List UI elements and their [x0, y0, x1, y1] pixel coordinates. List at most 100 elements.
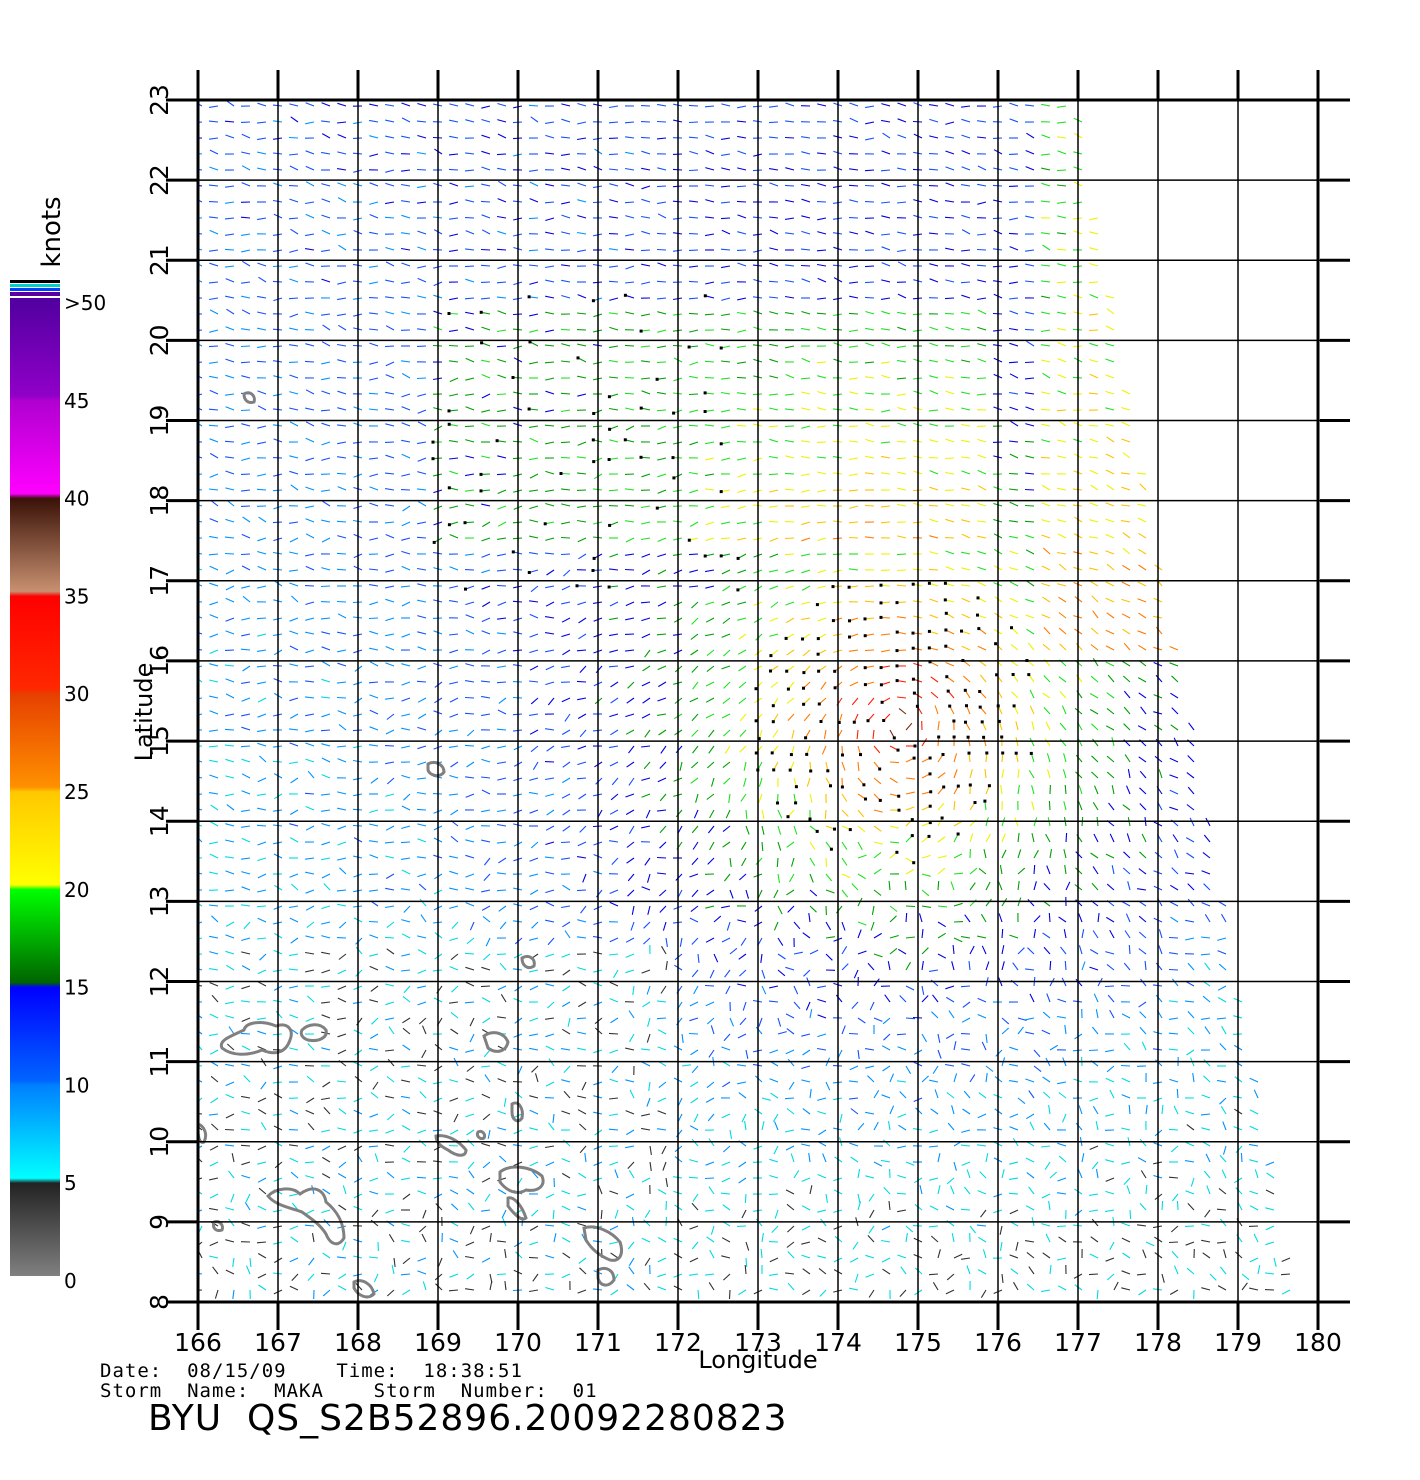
wind-vector: [417, 441, 427, 445]
wind-vector: [889, 934, 899, 939]
rain-flag: [863, 683, 867, 687]
wind-vector: [1171, 1193, 1179, 1202]
rain-flag: [776, 801, 779, 805]
wind-vector: [464, 425, 475, 428]
wind-vector: [1145, 1241, 1155, 1247]
wind-vector: [496, 153, 507, 156]
wind-vector: [289, 809, 299, 815]
wind-vector: [962, 1001, 971, 1008]
wind-vector: [386, 921, 395, 929]
wind-vector: [937, 1049, 942, 1059]
wind-vector: [257, 121, 267, 124]
wind-vector: [896, 185, 907, 188]
wind-vector: [337, 1017, 347, 1021]
wind-vector: [705, 343, 715, 347]
wind-vector: [1041, 1193, 1051, 1199]
wind-vector: [931, 1011, 939, 1019]
wind-vector: [777, 1017, 782, 1027]
rain-flag: [968, 783, 972, 787]
wind-vector: [225, 1207, 235, 1211]
wind-vector: [737, 167, 747, 171]
wind-vector: [465, 377, 475, 381]
wind-vector: [985, 1153, 989, 1163]
wind-vector: [709, 841, 715, 851]
wind-vector: [402, 1257, 411, 1265]
wind-vector: [530, 585, 539, 593]
wind-vector: [1185, 1241, 1195, 1246]
wind-vector: [1122, 547, 1131, 555]
wind-vector: [545, 777, 555, 781]
wind-vector: [497, 167, 507, 171]
wind-vector: [402, 1193, 411, 1200]
wind-vector: [1025, 1205, 1035, 1211]
rain-flag: [703, 391, 707, 395]
wind-vector: [722, 761, 731, 769]
rain-flag: [703, 410, 707, 413]
wind-vector: [945, 518, 955, 523]
wind-vector: [801, 455, 811, 459]
wind-vector: [1042, 1076, 1051, 1083]
rain-flag: [897, 794, 901, 798]
wind-vector: [1025, 215, 1035, 219]
wind-vector: [945, 1033, 955, 1039]
wind-vector: [369, 1129, 379, 1132]
wind-vector: [849, 231, 859, 235]
wind-vector: [529, 198, 539, 203]
wind-vector: [659, 793, 667, 802]
wind-vector: [841, 761, 846, 771]
wind-vector: [705, 488, 715, 491]
wind-vector: [977, 309, 987, 315]
wind-vector: [225, 406, 235, 411]
wind-vector: [660, 985, 667, 994]
wind-vector: [1026, 1283, 1035, 1291]
wind-vector: [657, 489, 667, 494]
wind-vector: [969, 833, 974, 843]
wind-vector: [338, 244, 347, 251]
wind-vector: [770, 601, 779, 608]
wind-vector: [729, 889, 734, 899]
wind-vector: [688, 1176, 699, 1179]
wind-vector: [817, 263, 827, 267]
wind-vector: [881, 150, 891, 155]
rain-flag: [831, 619, 835, 623]
wind-vector: [323, 883, 331, 891]
rain-flag: [655, 506, 659, 510]
wind-vector: [741, 1113, 747, 1123]
wind-vector: [337, 281, 347, 285]
wind-vector: [529, 665, 539, 671]
wind-vector: [610, 1289, 619, 1296]
wind-vector: [770, 1092, 779, 1099]
wind-vector: [499, 962, 507, 971]
lon-tick-label: 171: [574, 1328, 622, 1357]
wind-vector: [342, 1185, 347, 1195]
wind-vector: [321, 951, 331, 955]
wind-vector: [1009, 297, 1019, 300]
rain-flag: [687, 538, 691, 542]
wind-vector: [1145, 1105, 1148, 1115]
wind-vector: [1139, 770, 1147, 779]
wind-vector: [480, 680, 491, 683]
wind-vector: [449, 665, 459, 670]
wind-vector: [241, 309, 251, 315]
wind-vector: [465, 902, 475, 907]
wind-vector: [777, 937, 784, 946]
wind-vector: [960, 1208, 971, 1211]
wind-vector: [1025, 1240, 1035, 1243]
wind-vector: [224, 536, 235, 539]
wind-vector: [1185, 1141, 1195, 1147]
wind-vector: [945, 136, 955, 139]
wind-vector: [545, 1161, 555, 1167]
wind-vector: [816, 312, 827, 315]
wind-vector: [736, 200, 747, 203]
wind-vector: [1025, 423, 1035, 427]
wind-vector: [450, 809, 459, 816]
rain-flag: [963, 688, 967, 692]
wind-vector: [1056, 409, 1067, 412]
wind-vector: [1216, 1208, 1227, 1211]
wind-vector: [761, 1233, 764, 1243]
rain-flag: [639, 406, 643, 410]
wind-vector: [945, 326, 955, 331]
wind-vector: [481, 1209, 491, 1212]
wind-vector: [401, 550, 411, 555]
wind-vector: [385, 569, 395, 573]
